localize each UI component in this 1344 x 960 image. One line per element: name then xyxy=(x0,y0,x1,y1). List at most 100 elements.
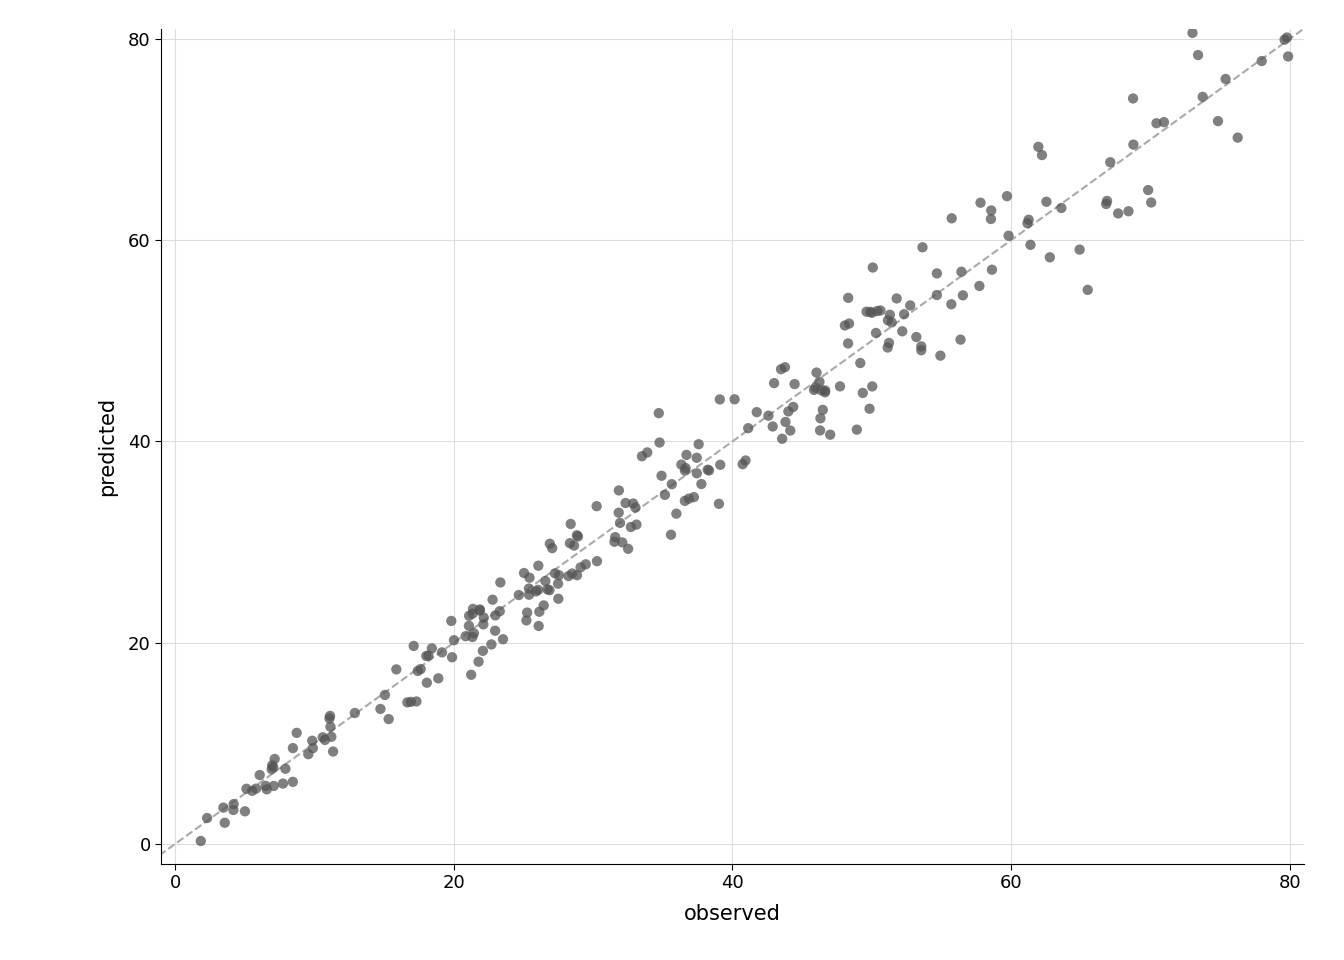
Point xyxy=(637,444,659,460)
Point xyxy=(255,781,277,797)
Point xyxy=(735,453,757,468)
Point xyxy=(625,500,646,516)
Point xyxy=(809,374,831,390)
Point xyxy=(981,203,1003,218)
Point xyxy=(970,195,992,210)
Point xyxy=(1016,216,1038,231)
Point xyxy=(421,640,442,656)
Point xyxy=(699,463,720,478)
Point xyxy=(894,306,915,322)
Point xyxy=(675,461,696,476)
Point xyxy=(1274,32,1296,47)
Point xyxy=(814,385,836,400)
X-axis label: observed: observed xyxy=(684,903,781,924)
Point xyxy=(262,759,284,775)
Point xyxy=(622,495,644,511)
Point xyxy=(410,661,431,677)
Point xyxy=(774,415,796,430)
Point xyxy=(484,623,505,638)
Point xyxy=(539,536,560,551)
Point xyxy=(778,404,800,420)
Point xyxy=(282,740,304,756)
Point xyxy=(570,560,591,575)
Point xyxy=(223,803,245,818)
Point xyxy=(784,376,805,392)
Point xyxy=(539,583,560,598)
Point xyxy=(876,340,898,355)
Point xyxy=(462,601,484,616)
Point xyxy=(344,706,366,721)
Point xyxy=(878,313,899,328)
Point xyxy=(282,774,304,789)
Point xyxy=(849,355,871,371)
Point xyxy=(648,405,669,420)
Point xyxy=(286,725,308,740)
Point xyxy=(301,733,323,749)
Point xyxy=(710,457,731,472)
Point xyxy=(950,264,972,279)
Point xyxy=(528,604,550,619)
Point xyxy=(1277,49,1298,64)
Point xyxy=(679,491,700,506)
Point xyxy=(763,375,785,391)
Point xyxy=(536,582,558,597)
Point xyxy=(860,304,882,320)
Point xyxy=(926,266,948,281)
Point xyxy=(607,483,629,498)
Point xyxy=(255,779,277,794)
Point xyxy=(911,240,933,255)
Point xyxy=(969,278,991,294)
Point xyxy=(814,383,836,398)
Point xyxy=(804,382,825,397)
Point xyxy=(526,584,547,599)
Point xyxy=(612,535,633,550)
Point xyxy=(431,645,453,660)
Point xyxy=(1031,148,1052,163)
Point xyxy=(516,605,538,620)
Point xyxy=(685,450,707,466)
Point xyxy=(489,604,511,619)
Point xyxy=(481,592,503,608)
Point xyxy=(809,411,831,426)
Point xyxy=(458,608,480,623)
Point xyxy=(1036,194,1058,209)
Point xyxy=(1145,115,1167,131)
Point xyxy=(1068,242,1090,257)
Point xyxy=(492,632,513,647)
Point xyxy=(724,392,746,407)
Point xyxy=(234,804,255,819)
Point xyxy=(746,404,767,420)
Point xyxy=(321,729,343,744)
Point xyxy=(454,629,476,644)
Point xyxy=(469,603,491,618)
Point xyxy=(586,554,607,569)
Point xyxy=(926,287,948,302)
Point xyxy=(805,380,827,396)
Point xyxy=(738,420,759,436)
Point xyxy=(609,516,630,531)
Point xyxy=(548,567,570,583)
Point xyxy=(535,573,556,588)
Point xyxy=(856,304,878,320)
Point xyxy=(323,744,344,759)
Point xyxy=(866,325,887,341)
Point xyxy=(575,557,597,572)
Point xyxy=(870,302,891,318)
Point xyxy=(563,538,585,553)
Point xyxy=(1204,12,1226,27)
Point xyxy=(1017,212,1039,228)
Point xyxy=(472,643,493,659)
Point xyxy=(839,316,860,331)
Point xyxy=(910,343,931,358)
Point xyxy=(274,761,296,777)
Point xyxy=(566,567,587,583)
Point xyxy=(444,633,465,648)
Point xyxy=(1251,54,1273,69)
Point xyxy=(403,638,425,654)
Point xyxy=(997,228,1019,244)
Point xyxy=(996,188,1017,204)
Point xyxy=(878,335,899,350)
Point xyxy=(427,671,449,686)
Point xyxy=(806,365,828,380)
Point xyxy=(528,558,550,573)
